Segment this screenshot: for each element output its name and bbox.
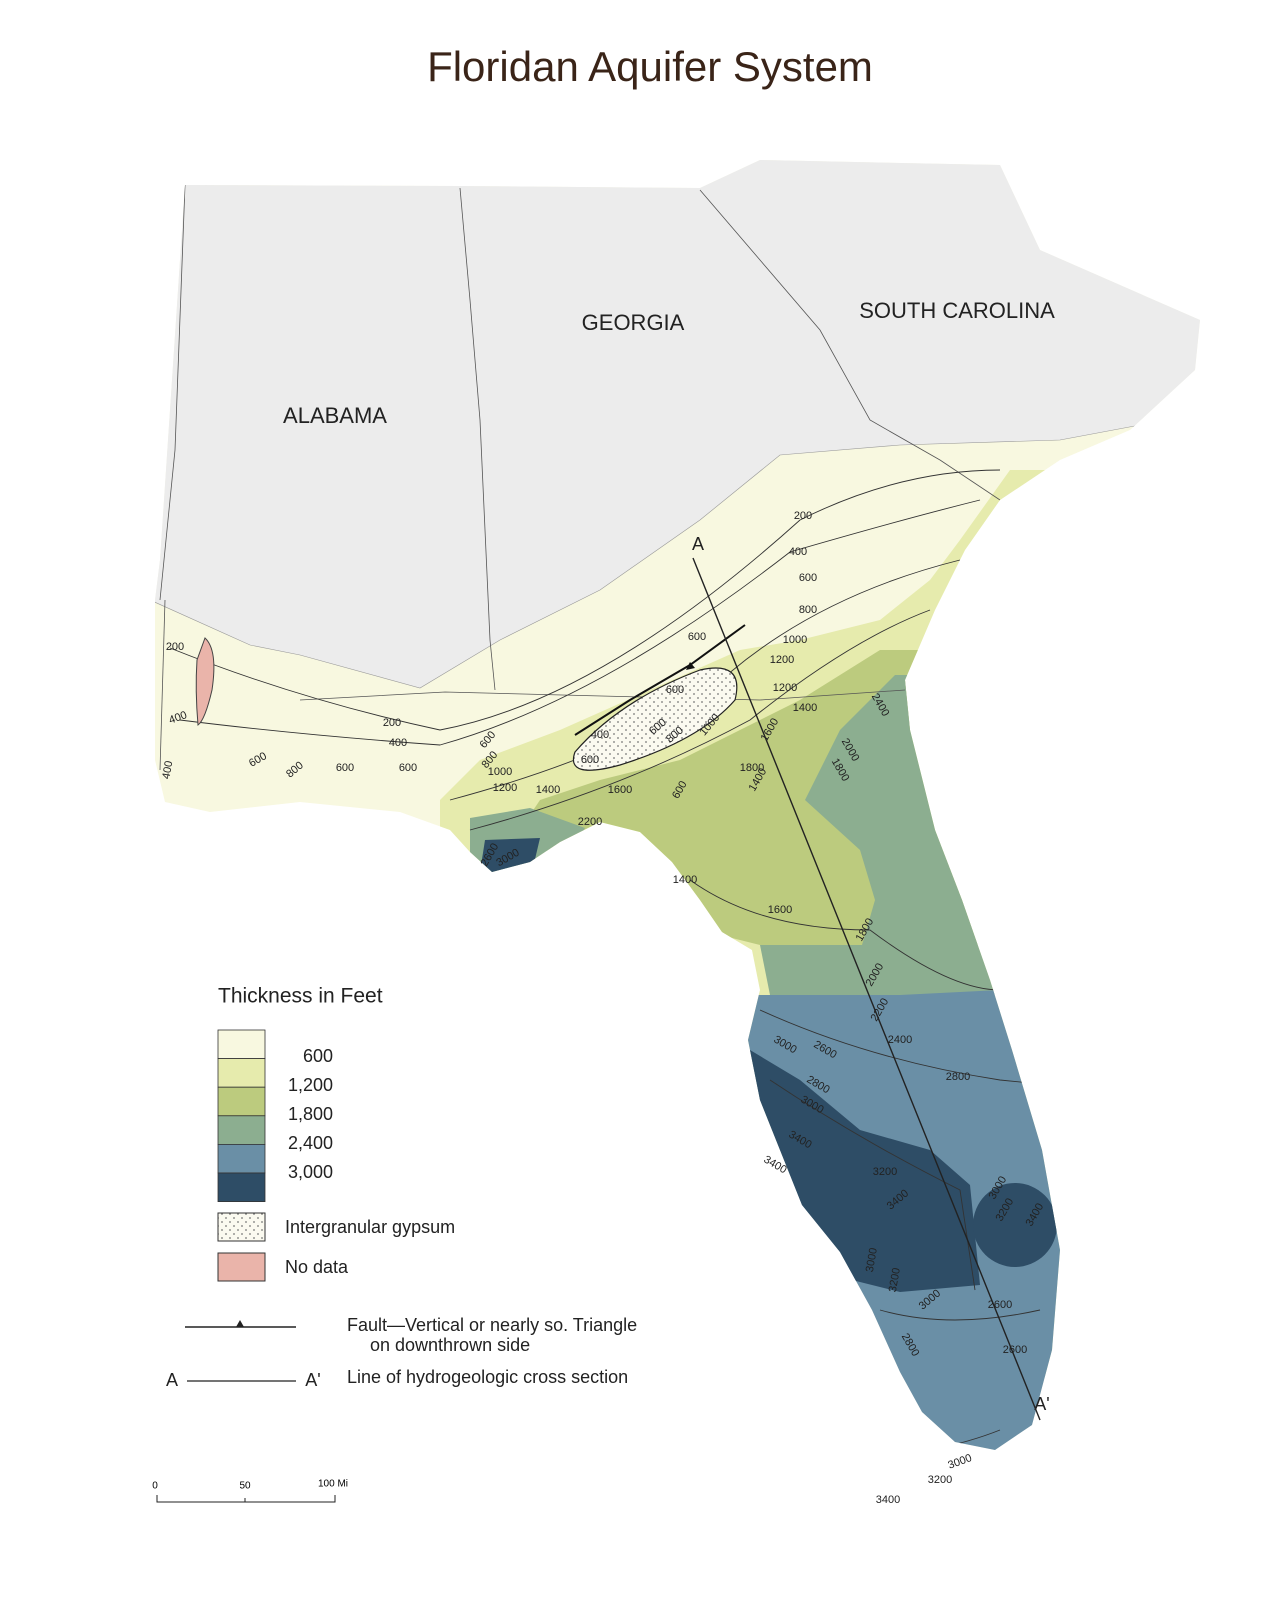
contour-label: 200 <box>166 641 184 653</box>
scale-bar <box>156 1495 336 1503</box>
contour-label: 400 <box>789 546 807 558</box>
thickness-zones <box>155 160 1200 1450</box>
contour-label: 1600 <box>608 784 632 796</box>
fault <box>574 624 746 736</box>
legend-section-start: A <box>166 1370 178 1390</box>
legend-no-data: No data <box>285 1257 349 1277</box>
contour-label: 400 <box>591 729 609 741</box>
scale-label: 100 Mi <box>318 1479 348 1490</box>
contour-label: 200 <box>794 510 812 522</box>
contour-label: 2200 <box>578 816 602 828</box>
legend-fault: Fault—Vertical or nearly so. Triangle <box>347 1315 637 1335</box>
contour-label: 1200 <box>493 782 517 794</box>
contour-label: 600 <box>336 762 354 774</box>
section-end: A' <box>1034 1394 1049 1414</box>
map-title: Floridan Aquifer System <box>427 43 873 90</box>
contour-label: 2400 <box>888 1034 912 1046</box>
state-label: SOUTH CAROLINA <box>859 298 1055 323</box>
contour-label: 1000 <box>488 766 512 778</box>
cross-section-line <box>692 557 1041 1421</box>
legend-break: 2,400 <box>288 1133 333 1153</box>
contour-label: 400 <box>389 737 407 749</box>
legend-gypsum-swatch <box>217 1212 266 1242</box>
scale-label: 0 <box>152 1481 158 1492</box>
legend-break: 600 <box>303 1046 333 1066</box>
state-label: ALABAMA <box>283 403 387 428</box>
legend-break: 1,800 <box>288 1104 333 1124</box>
section-start: A <box>692 534 704 554</box>
contour-label: 3000 <box>946 1452 973 1472</box>
contour-label: 2600 <box>1003 1344 1027 1356</box>
contour-label: 600 <box>799 572 817 584</box>
legend-swatch <box>217 1086 266 1117</box>
contour-label: 600 <box>666 684 684 696</box>
legend-section-end: A' <box>305 1370 320 1390</box>
gypsum-area <box>572 667 738 771</box>
legend-swatch <box>217 1172 266 1203</box>
contour-label: 3200 <box>873 1166 897 1178</box>
contour-label: 1800 <box>740 762 764 774</box>
boundaries <box>159 184 1001 771</box>
contour-label: 1400 <box>793 702 817 714</box>
contour-label: 600 <box>688 631 706 643</box>
legend-section: Line of hydrogeologic cross section <box>347 1367 628 1387</box>
contour-label: 1400 <box>536 784 560 796</box>
contour-label: 1200 <box>770 654 794 666</box>
legend-fault: on downthrown side <box>370 1335 530 1355</box>
legend-break: 1,200 <box>288 1075 333 1095</box>
contour-label: 2600 <box>988 1299 1012 1311</box>
legend-break: 3,000 <box>288 1162 333 1182</box>
state-label: GEORGIA <box>582 310 685 335</box>
contour-label: 3200 <box>887 1267 903 1293</box>
contour-label: 1600 <box>768 904 792 916</box>
contour-label: 3000 <box>864 1247 880 1273</box>
legend-gypsum: Intergranular gypsum <box>285 1217 455 1237</box>
fault-symbol-triangle <box>236 1320 244 1327</box>
contour-label: 400 <box>167 709 188 727</box>
contour-label: 1200 <box>773 682 797 694</box>
legend-swatch <box>217 1115 266 1145</box>
contour-label: 600 <box>399 762 417 774</box>
scale-label: 50 <box>239 1481 251 1492</box>
contour-label: 800 <box>799 604 817 616</box>
contour-label: 200 <box>383 717 401 729</box>
legend-swatch <box>217 1144 266 1174</box>
contour-label: 3200 <box>928 1474 952 1486</box>
legend-nodata-swatch <box>217 1252 266 1282</box>
contour-label: 1000 <box>783 634 807 646</box>
no-data-area <box>195 637 215 726</box>
contour-label: 600 <box>581 754 599 766</box>
zone <box>973 1183 1057 1267</box>
legend-title: Thickness in Feet <box>218 985 383 1008</box>
legend: 600 1,200 1,800 2,400 3,000 <box>217 1029 333 1203</box>
legend-swatch <box>217 1029 266 1060</box>
contour-label: 3400 <box>876 1494 900 1506</box>
fault-triangle <box>686 662 695 670</box>
no-aquifer-area <box>155 160 1200 689</box>
legend-swatch <box>217 1058 266 1088</box>
contour-label: 400 <box>160 760 175 780</box>
contour-label: 2800 <box>946 1071 970 1083</box>
contour-label: 1400 <box>673 874 697 886</box>
